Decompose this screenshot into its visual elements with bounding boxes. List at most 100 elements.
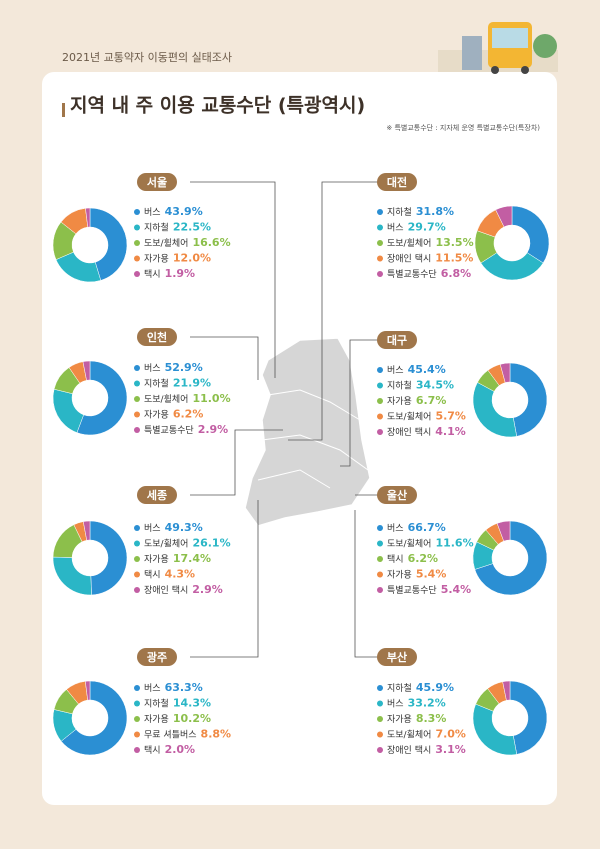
legend-name: 자가용 [144, 409, 169, 420]
value-label: 6.2% [408, 552, 439, 565]
value-label: 6.8% [441, 267, 472, 280]
legend-dot [134, 571, 140, 578]
legend-dot [134, 380, 140, 387]
legend-dot [377, 271, 383, 277]
legend-dot [377, 571, 383, 578]
donut-segment [496, 520, 511, 542]
legend-entry: 버스 33.2% [387, 697, 446, 710]
value-label: 31.8% [416, 205, 454, 218]
legend-entry: 도보/휠체어 26.1% [144, 537, 231, 550]
value-label: 21.9% [173, 377, 211, 390]
legend-name: 버스 [387, 523, 404, 534]
legend-dot [134, 209, 140, 215]
legend-entry: 지하철 31.8% [387, 205, 454, 218]
value-label: 2.9% [198, 423, 229, 436]
value-label: 5.7% [435, 410, 466, 423]
value-label: 2.9% [192, 583, 223, 596]
legend-dot [134, 700, 140, 707]
region-label: 울산 [387, 488, 407, 502]
donut-segment [89, 520, 128, 596]
legend-dot [134, 556, 140, 562]
legend-name: 자가용 [144, 253, 169, 264]
legend-name: 택시 [387, 554, 404, 565]
region-label-bg [377, 173, 417, 191]
legend-name: 버스 [387, 698, 404, 709]
region-label: 서울 [147, 175, 167, 189]
legend-name: 버스 [144, 523, 161, 534]
legend-name: 자가용 [387, 396, 412, 407]
legend-dot [134, 716, 140, 722]
legend-name: 지하철 [144, 222, 169, 233]
legend-entry: 장애인 택시 4.1% [387, 425, 466, 438]
value-label: 4.1% [435, 425, 466, 438]
legend-entry: 버스 63.3% [144, 681, 203, 694]
region-label-bg [137, 173, 177, 191]
connectors [190, 181, 378, 658]
value-label: 34.5% [416, 379, 454, 392]
legend-name: 지하철 [387, 380, 412, 391]
value-label: 4.3% [165, 568, 196, 581]
value-label: 52.9% [165, 361, 203, 374]
legend-name: 도보/휠체어 [387, 728, 431, 740]
legend-dot [134, 224, 140, 231]
legend-entry: 자가용 17.4% [144, 552, 211, 565]
bus-illustration [438, 22, 558, 74]
value-label: 5.4% [441, 583, 472, 596]
legend-dot [134, 255, 140, 262]
legend-name: 장애인 택시 [387, 253, 431, 264]
legend-dot [377, 413, 383, 420]
legend-dot [377, 398, 383, 404]
legend-name: 자가용 [387, 714, 412, 725]
legend-entry: 특별교통수단 6.8% [387, 267, 471, 280]
page-title: 지역 내 주 이용 교통수단 (특광역시) [70, 95, 365, 117]
value-label: 45.9% [416, 681, 454, 694]
legend-dot [377, 224, 383, 231]
donut-segment [82, 360, 91, 381]
legend-entry: 지하철 14.3% [144, 697, 211, 710]
donut-segment [85, 207, 91, 228]
value-label: 11.6% [435, 537, 473, 550]
legend-dot [377, 382, 383, 389]
legend-name: 장애인 택시 [387, 427, 431, 438]
legend-name: 특별교통수단 [387, 269, 437, 280]
legend-name: 택시 [144, 745, 161, 756]
legend-dot [134, 365, 140, 371]
legend-name: 버스 [387, 222, 404, 233]
legend-entry: 무료 셔틀버스 8.8% [144, 728, 231, 741]
legend-entry: 장애인 택시 2.9% [144, 583, 223, 596]
legend-dot [134, 411, 140, 418]
legend-name: 버스 [144, 207, 161, 218]
legend-dot [377, 367, 383, 373]
legend-name: 도보/휠체어 [144, 393, 188, 405]
legend-entry: 장애인 택시 3.1% [387, 743, 466, 756]
legend-entry: 장애인 택시 11.5% [387, 252, 473, 265]
value-label: 16.6% [192, 236, 230, 249]
value-label: 10.2% [173, 712, 211, 725]
value-label: 45.4% [408, 363, 446, 376]
legend-entry: 버스 49.3% [144, 521, 203, 534]
legend-name: 택시 [144, 569, 161, 580]
legend-name: 도보/휠체어 [144, 237, 188, 249]
legend-name: 특별교통수단 [387, 585, 437, 596]
legend-entry: 자가용 6.2% [144, 408, 203, 421]
map-borders [257, 389, 369, 489]
value-label: 33.2% [408, 697, 446, 710]
value-label: 11.5% [435, 252, 473, 265]
legend-entry: 도보/휠체어 5.7% [387, 410, 466, 423]
donut-segment [89, 207, 128, 281]
legend-entry: 택시 2.0% [144, 743, 195, 756]
legend-name: 자가용 [144, 714, 169, 725]
region-label-bg [377, 486, 417, 504]
donut-segment [499, 362, 511, 383]
legend-dot [134, 587, 140, 593]
legend-dot [134, 540, 140, 547]
value-label: 29.7% [408, 221, 446, 234]
legend-name: 지하철 [387, 683, 412, 694]
legend-entry: 지하철 45.9% [387, 681, 454, 694]
legend-dot [377, 429, 383, 435]
region-label-bg [377, 648, 417, 666]
legend-entry: 택시 6.2% [387, 552, 438, 565]
legend-dot [377, 255, 383, 262]
value-label: 8.3% [416, 712, 447, 725]
